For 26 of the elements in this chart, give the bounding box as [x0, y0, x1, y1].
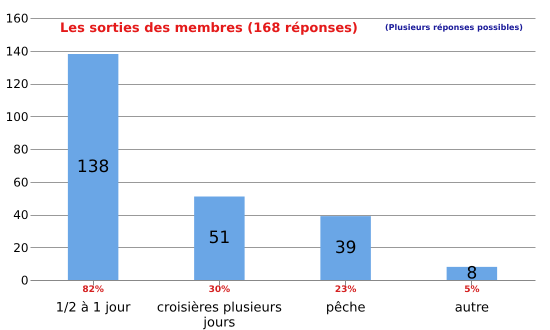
bar: [320, 216, 371, 280]
y-tick-label: 80: [13, 142, 28, 156]
bar: [68, 54, 118, 280]
x-tick-label: pêche: [326, 300, 366, 316]
data-label: 138: [76, 157, 110, 178]
annotation: 23%: [334, 285, 356, 295]
x-tick-label: 1/2 à 1 jour: [56, 300, 132, 316]
data-label: 51: [208, 228, 230, 248]
chart-title: Les sorties des membres (168 réponses): [60, 21, 358, 36]
y-tick-label: 120: [6, 77, 28, 91]
annotation: 30%: [208, 285, 230, 295]
y-tick-label: 100: [6, 110, 28, 124]
y-tick-label: 40: [13, 208, 28, 222]
bar: [194, 196, 245, 280]
x-tick-label: autre: [454, 300, 490, 316]
y-tick-label: 160: [6, 12, 28, 26]
data-label: 39: [334, 238, 356, 258]
annotation: 5%: [464, 285, 480, 295]
text: (Plusieurs réponses possibles): [385, 23, 523, 32]
annotation: 82%: [82, 285, 104, 295]
y-tick-label: 60: [13, 175, 28, 190]
data-label: 8: [466, 263, 478, 284]
y-tick-label: 140: [6, 44, 28, 58]
y-tick-label: 20: [13, 240, 28, 255]
x-tick-label: croisières plusieurs jours: [156, 300, 282, 330]
y-tick-label: 0: [20, 274, 28, 288]
